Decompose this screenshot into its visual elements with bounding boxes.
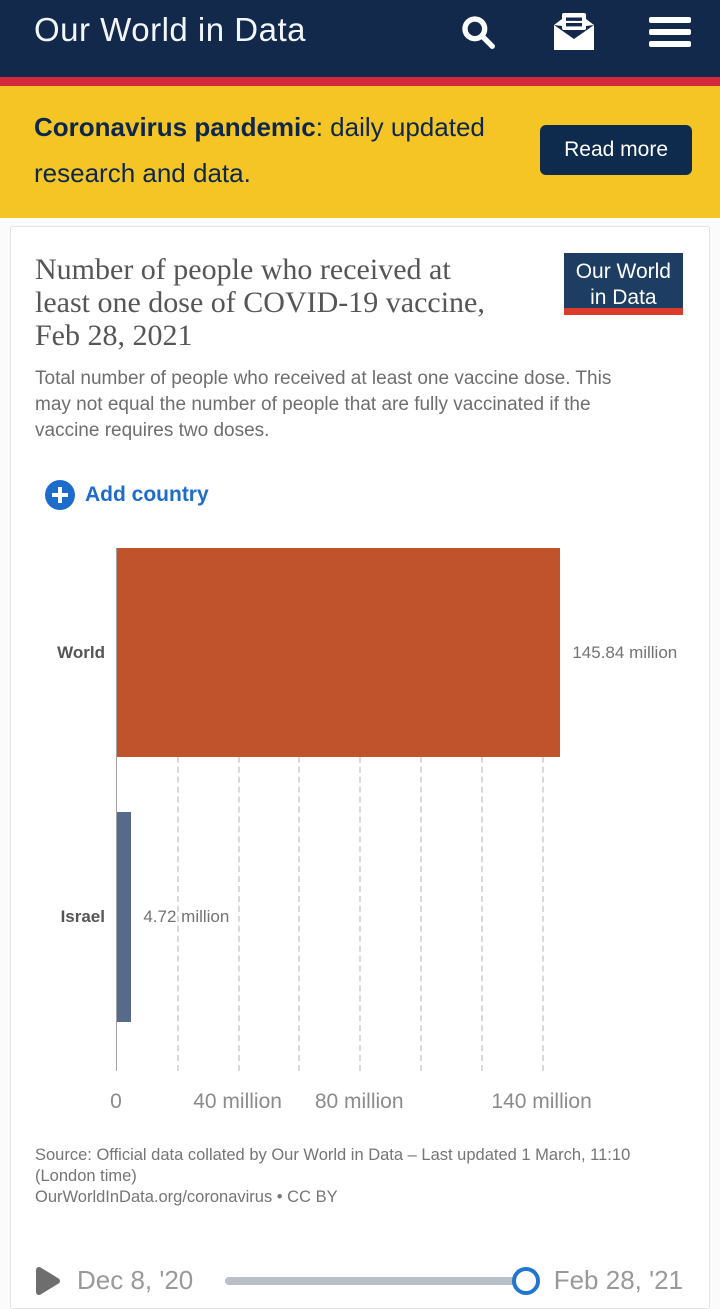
add-country-button[interactable]: Add country [45,480,209,510]
timeline-end-date: Feb 28, '21 [553,1265,683,1295]
x-gridline [480,548,483,1071]
search-icon[interactable] [456,12,500,52]
play-button[interactable] [35,1266,61,1296]
source-link[interactable]: OurWorldInData.org/coronavirus • CC BY [35,1188,338,1206]
x-tick-label: 80 million [314,1090,404,1113]
x-gridline [176,548,179,1071]
top-navbar: Our World in Data [0,0,720,77]
add-country-label: Add country [85,483,209,506]
banner-rest: : daily updated research and data. [34,112,485,188]
x-tick-label: 40 million [193,1090,282,1113]
chart-card: Number of people who received at least o… [10,226,710,1309]
value-label: 4.72 million [143,907,230,926]
plus-icon [45,480,75,510]
value-label: 145.84 million [572,642,678,662]
navbar-icons [456,8,692,52]
chart-subtitle: Total number of people who received at l… [35,368,612,441]
red-divider [0,77,720,86]
entity-label: Israel [60,907,105,926]
banner-highlight: Coronavirus pandemic [34,112,316,142]
owid-logo-line1: Our World [575,260,671,283]
x-gridline [298,548,301,1071]
menu-icon[interactable] [648,12,692,52]
timeline-slider[interactable] [225,1266,540,1295]
chart-title: Number of people who received at least o… [35,253,485,352]
timeline-control: Dec 8, '20 Feb 28, '21 [35,1265,683,1296]
timeline-start-date: Dec 8, '20 [77,1265,194,1295]
chart-bar[interactable] [117,548,561,757]
x-gridline [420,548,422,1071]
x-gridline [359,548,362,1071]
chart-bar[interactable] [117,812,132,1022]
read-more-button[interactable]: Read more [540,125,692,175]
chart-header: Number of people who received at least o… [35,253,683,352]
banner-text: Coronavirus pandemic: daily updated rese… [34,104,494,196]
y-axis-line [116,548,117,1071]
site-title[interactable]: Our World in Data [34,11,306,48]
entity-label: World [57,642,105,662]
x-tick-label: 0 [110,1090,122,1113]
x-gridline [237,548,240,1071]
x-tick-label: 140 million [491,1090,592,1113]
x-gridline [541,548,544,1071]
covid-banner: Coronavirus pandemic: daily updated rese… [0,86,720,218]
source-text: Source: Official data collated by Our Wo… [35,1146,631,1185]
newsletter-icon[interactable] [552,12,596,52]
owid-logo-line2: in Data [590,286,657,309]
slider-track[interactable] [225,1276,538,1285]
slider-handle[interactable] [511,1266,540,1295]
owid-logo[interactable]: Our World in Data [563,253,683,315]
bar-chart-plot: World 145.84 million Israel 4.72 million 0 40… [35,548,683,1133]
